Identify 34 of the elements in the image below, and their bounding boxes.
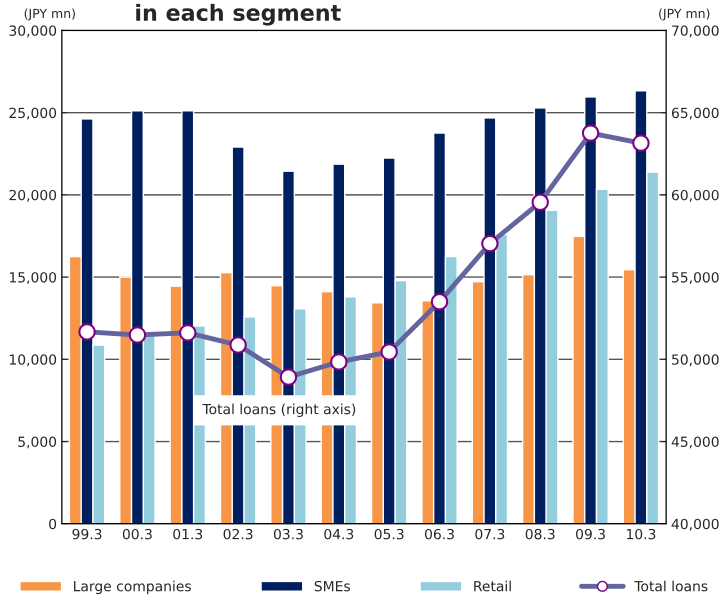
y-tick-label: 25,000 xyxy=(9,108,56,120)
x-tick-label: 99.3 xyxy=(72,528,102,540)
x-tick-label: 02.3 xyxy=(224,528,252,540)
y-tick-label: 5,000 xyxy=(18,436,56,448)
legend-label: SMEs xyxy=(314,580,350,592)
y2-tick-label: 65,000 xyxy=(672,108,719,120)
y2-tick-label: 50,000 xyxy=(672,354,719,366)
x-tick-label: 08.3 xyxy=(526,528,555,540)
legend-label: Large companies xyxy=(74,580,191,594)
y-tick-label: 30,000 xyxy=(9,25,56,38)
y-tick-label: 0 xyxy=(49,518,56,530)
x-tick-label: 06.3 xyxy=(424,528,454,540)
y2-tick-label: 40,000 xyxy=(672,518,719,531)
y2-tick-label: 55,000 xyxy=(672,272,719,284)
x-tick-label: 00.3 xyxy=(122,528,152,540)
y2-tick-label: 70,000 xyxy=(672,25,719,38)
y2-tick-label: 45,000 xyxy=(672,436,719,448)
y-tick-label: 15,000 xyxy=(10,272,56,284)
annotation: Total loans (right axis) xyxy=(202,404,356,418)
x-tick-label: 01.3 xyxy=(173,528,202,540)
legend-label: Total loans xyxy=(634,580,708,592)
x-tick-label: 03.3 xyxy=(274,528,303,540)
x-tick-label: 09.3 xyxy=(576,528,605,540)
legend-label: Retail xyxy=(474,580,511,592)
y2-axis-title: (JPY mn) xyxy=(659,8,710,20)
y-tick-label: 20,000 xyxy=(9,190,56,202)
x-tick-label: 05.3 xyxy=(374,528,404,540)
x-tick-label: 04.3 xyxy=(324,528,354,540)
chart-title: in each segment xyxy=(136,4,341,26)
y2-tick-label: 60,000 xyxy=(672,190,719,202)
y-axis-title: (JPY mn) xyxy=(24,8,75,20)
x-tick-label: 07.3 xyxy=(475,528,504,540)
y-tick-label: 10,000 xyxy=(10,354,56,366)
x-tick-label: 10.3 xyxy=(627,528,656,540)
